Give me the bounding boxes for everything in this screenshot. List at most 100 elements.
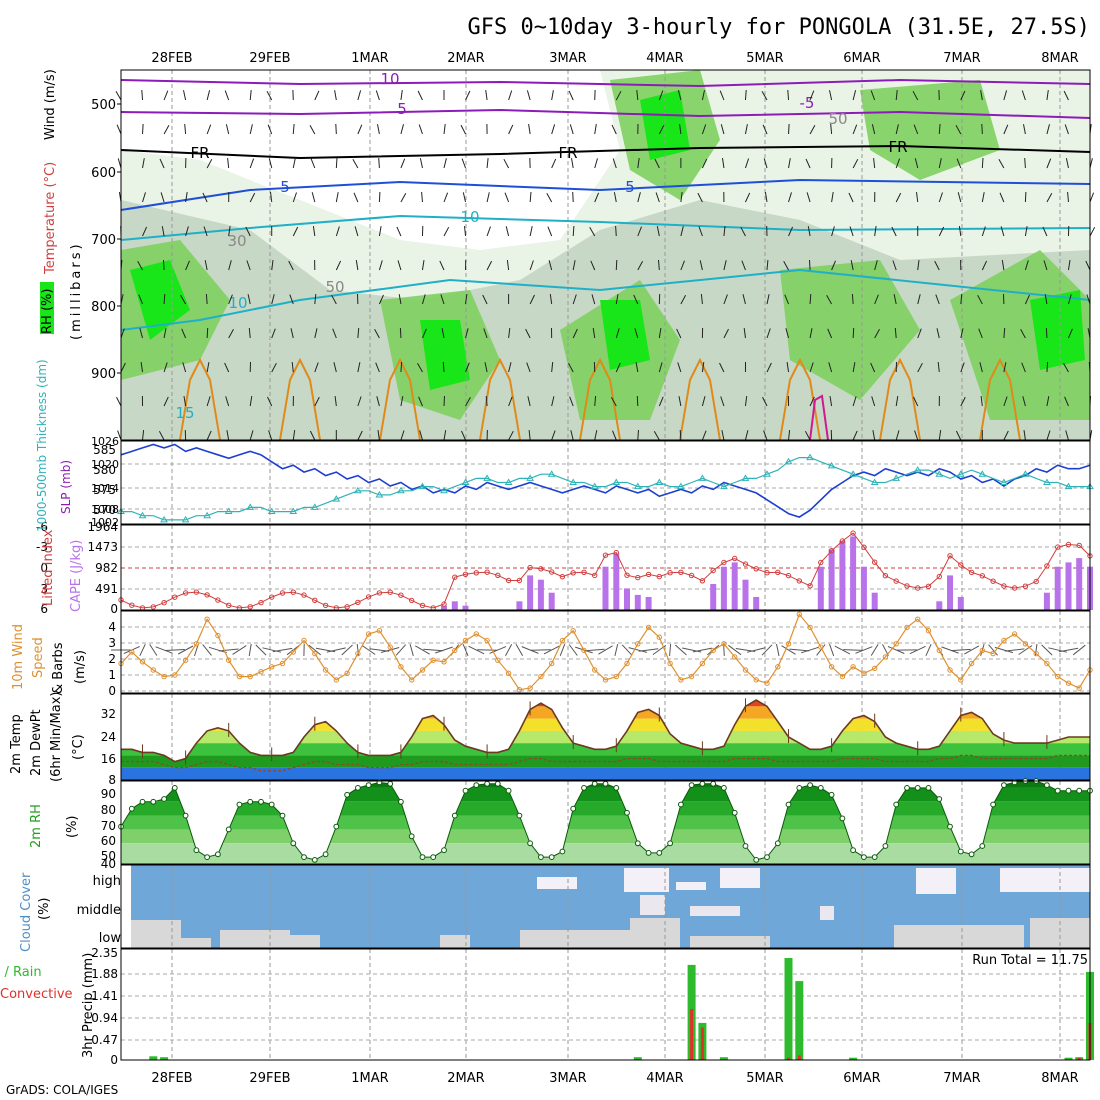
wind-barb xyxy=(335,157,338,169)
wind-barb xyxy=(656,226,660,237)
wind-speed-marker xyxy=(667,660,673,667)
li-marker xyxy=(484,569,490,575)
wind-barb xyxy=(1024,157,1026,169)
wind-barb xyxy=(980,90,983,101)
rh-marker xyxy=(247,798,254,805)
wind-barb xyxy=(571,158,574,169)
wind-barb xyxy=(680,192,683,203)
wind-barb xyxy=(180,295,187,305)
wind-barb xyxy=(568,90,574,101)
rh-marker xyxy=(968,851,975,858)
wind-barb xyxy=(633,294,639,305)
wind-barb xyxy=(763,430,768,441)
upper-label-units: (millibars) xyxy=(69,241,84,340)
wind-barb xyxy=(870,90,876,101)
wind-barb xyxy=(378,191,381,203)
wind-barb xyxy=(977,294,983,305)
precip-conv-bar xyxy=(700,1027,704,1060)
li-marker xyxy=(495,572,501,578)
wind-barb xyxy=(228,260,232,271)
rh-marker xyxy=(1076,787,1083,794)
wind-barb xyxy=(637,192,641,203)
wind-speed-marker xyxy=(215,632,221,639)
cloud-low-block xyxy=(690,936,770,948)
cape-bar xyxy=(936,601,943,610)
li-marker xyxy=(172,594,178,600)
wind-barb xyxy=(809,90,815,101)
wind-barb xyxy=(723,294,728,305)
wind-barb xyxy=(185,192,188,203)
wind-barb xyxy=(529,226,533,237)
wind-barb xyxy=(635,362,639,373)
wind-barb xyxy=(766,259,769,271)
temp-label-b: 2m DewPt xyxy=(29,709,44,776)
li-marker xyxy=(667,570,673,576)
wind-barb xyxy=(981,123,983,135)
wind-barb xyxy=(981,226,986,237)
wind10-barb xyxy=(530,649,551,651)
cape-bar xyxy=(753,597,760,610)
wind-barb xyxy=(917,260,920,271)
li-tick-label: 3 xyxy=(40,582,48,596)
wind-barb xyxy=(443,395,445,407)
wind-barb xyxy=(181,328,187,339)
date-bottom-label: 29FEB xyxy=(249,1071,290,1086)
precip-panel: 2.35 1.88 1.41 0.94 0.47 0 xyxy=(91,946,1094,1067)
contour-label: 10 xyxy=(380,70,399,88)
rh-marker xyxy=(947,823,953,830)
wind-barb xyxy=(400,90,403,101)
li-marker xyxy=(258,599,264,606)
wind-speed-marker xyxy=(172,672,178,678)
thickness-tick-label: 580 xyxy=(93,463,116,477)
wind-barb xyxy=(615,294,619,305)
thickness-tick-label: 570 xyxy=(93,503,116,517)
li-marker xyxy=(473,570,479,576)
wind-speed-marker xyxy=(495,657,501,663)
wind-barb xyxy=(658,362,663,373)
wind-barb xyxy=(917,328,922,339)
wind10-barb xyxy=(1041,644,1053,656)
rh-marker xyxy=(721,785,727,791)
thickness-tick-label: 575 xyxy=(93,483,116,497)
thickness-marker xyxy=(267,507,276,515)
wind-barb xyxy=(826,295,833,305)
wind-barb xyxy=(400,124,404,135)
wind-speed-marker xyxy=(462,637,469,644)
temp-contour xyxy=(120,268,1091,331)
wind-speed-marker xyxy=(882,654,889,660)
rh-frame xyxy=(120,780,1091,865)
wind-barb xyxy=(700,294,703,305)
wind-barb xyxy=(870,362,876,373)
cape-bar xyxy=(957,597,964,610)
precip-total-bar xyxy=(1064,1057,1073,1060)
contour-label: 5 xyxy=(397,100,407,118)
wind-barb xyxy=(419,158,423,169)
wind-speed-marker xyxy=(1044,660,1050,667)
wind-barb xyxy=(935,294,940,305)
wind-barb xyxy=(852,90,857,101)
warm-contour xyxy=(679,357,721,441)
wind10-barb xyxy=(776,643,780,657)
wind-speed-marker xyxy=(904,624,910,631)
wind10-barb xyxy=(208,646,227,654)
wind-barb xyxy=(615,225,617,237)
wind-barb xyxy=(960,294,963,305)
rh-marker xyxy=(817,785,824,791)
cloud-mid-block xyxy=(640,895,665,915)
wind-barb xyxy=(1003,430,1009,441)
wind-barb xyxy=(852,124,858,135)
wind-barb xyxy=(288,260,294,271)
wind-barb xyxy=(938,158,942,169)
wind-barb xyxy=(400,361,403,373)
wind-barb xyxy=(399,327,402,339)
wind-barb xyxy=(1001,260,1005,271)
wind-barb xyxy=(744,430,749,441)
wind-barb xyxy=(636,395,639,407)
rh-marker xyxy=(893,801,900,808)
wind-barb xyxy=(871,124,876,135)
li-marker xyxy=(549,569,555,575)
wind-speed-marker xyxy=(721,641,727,647)
wind-speed-marker xyxy=(139,659,146,665)
li-marker xyxy=(968,569,975,576)
wind-barb xyxy=(378,260,383,271)
